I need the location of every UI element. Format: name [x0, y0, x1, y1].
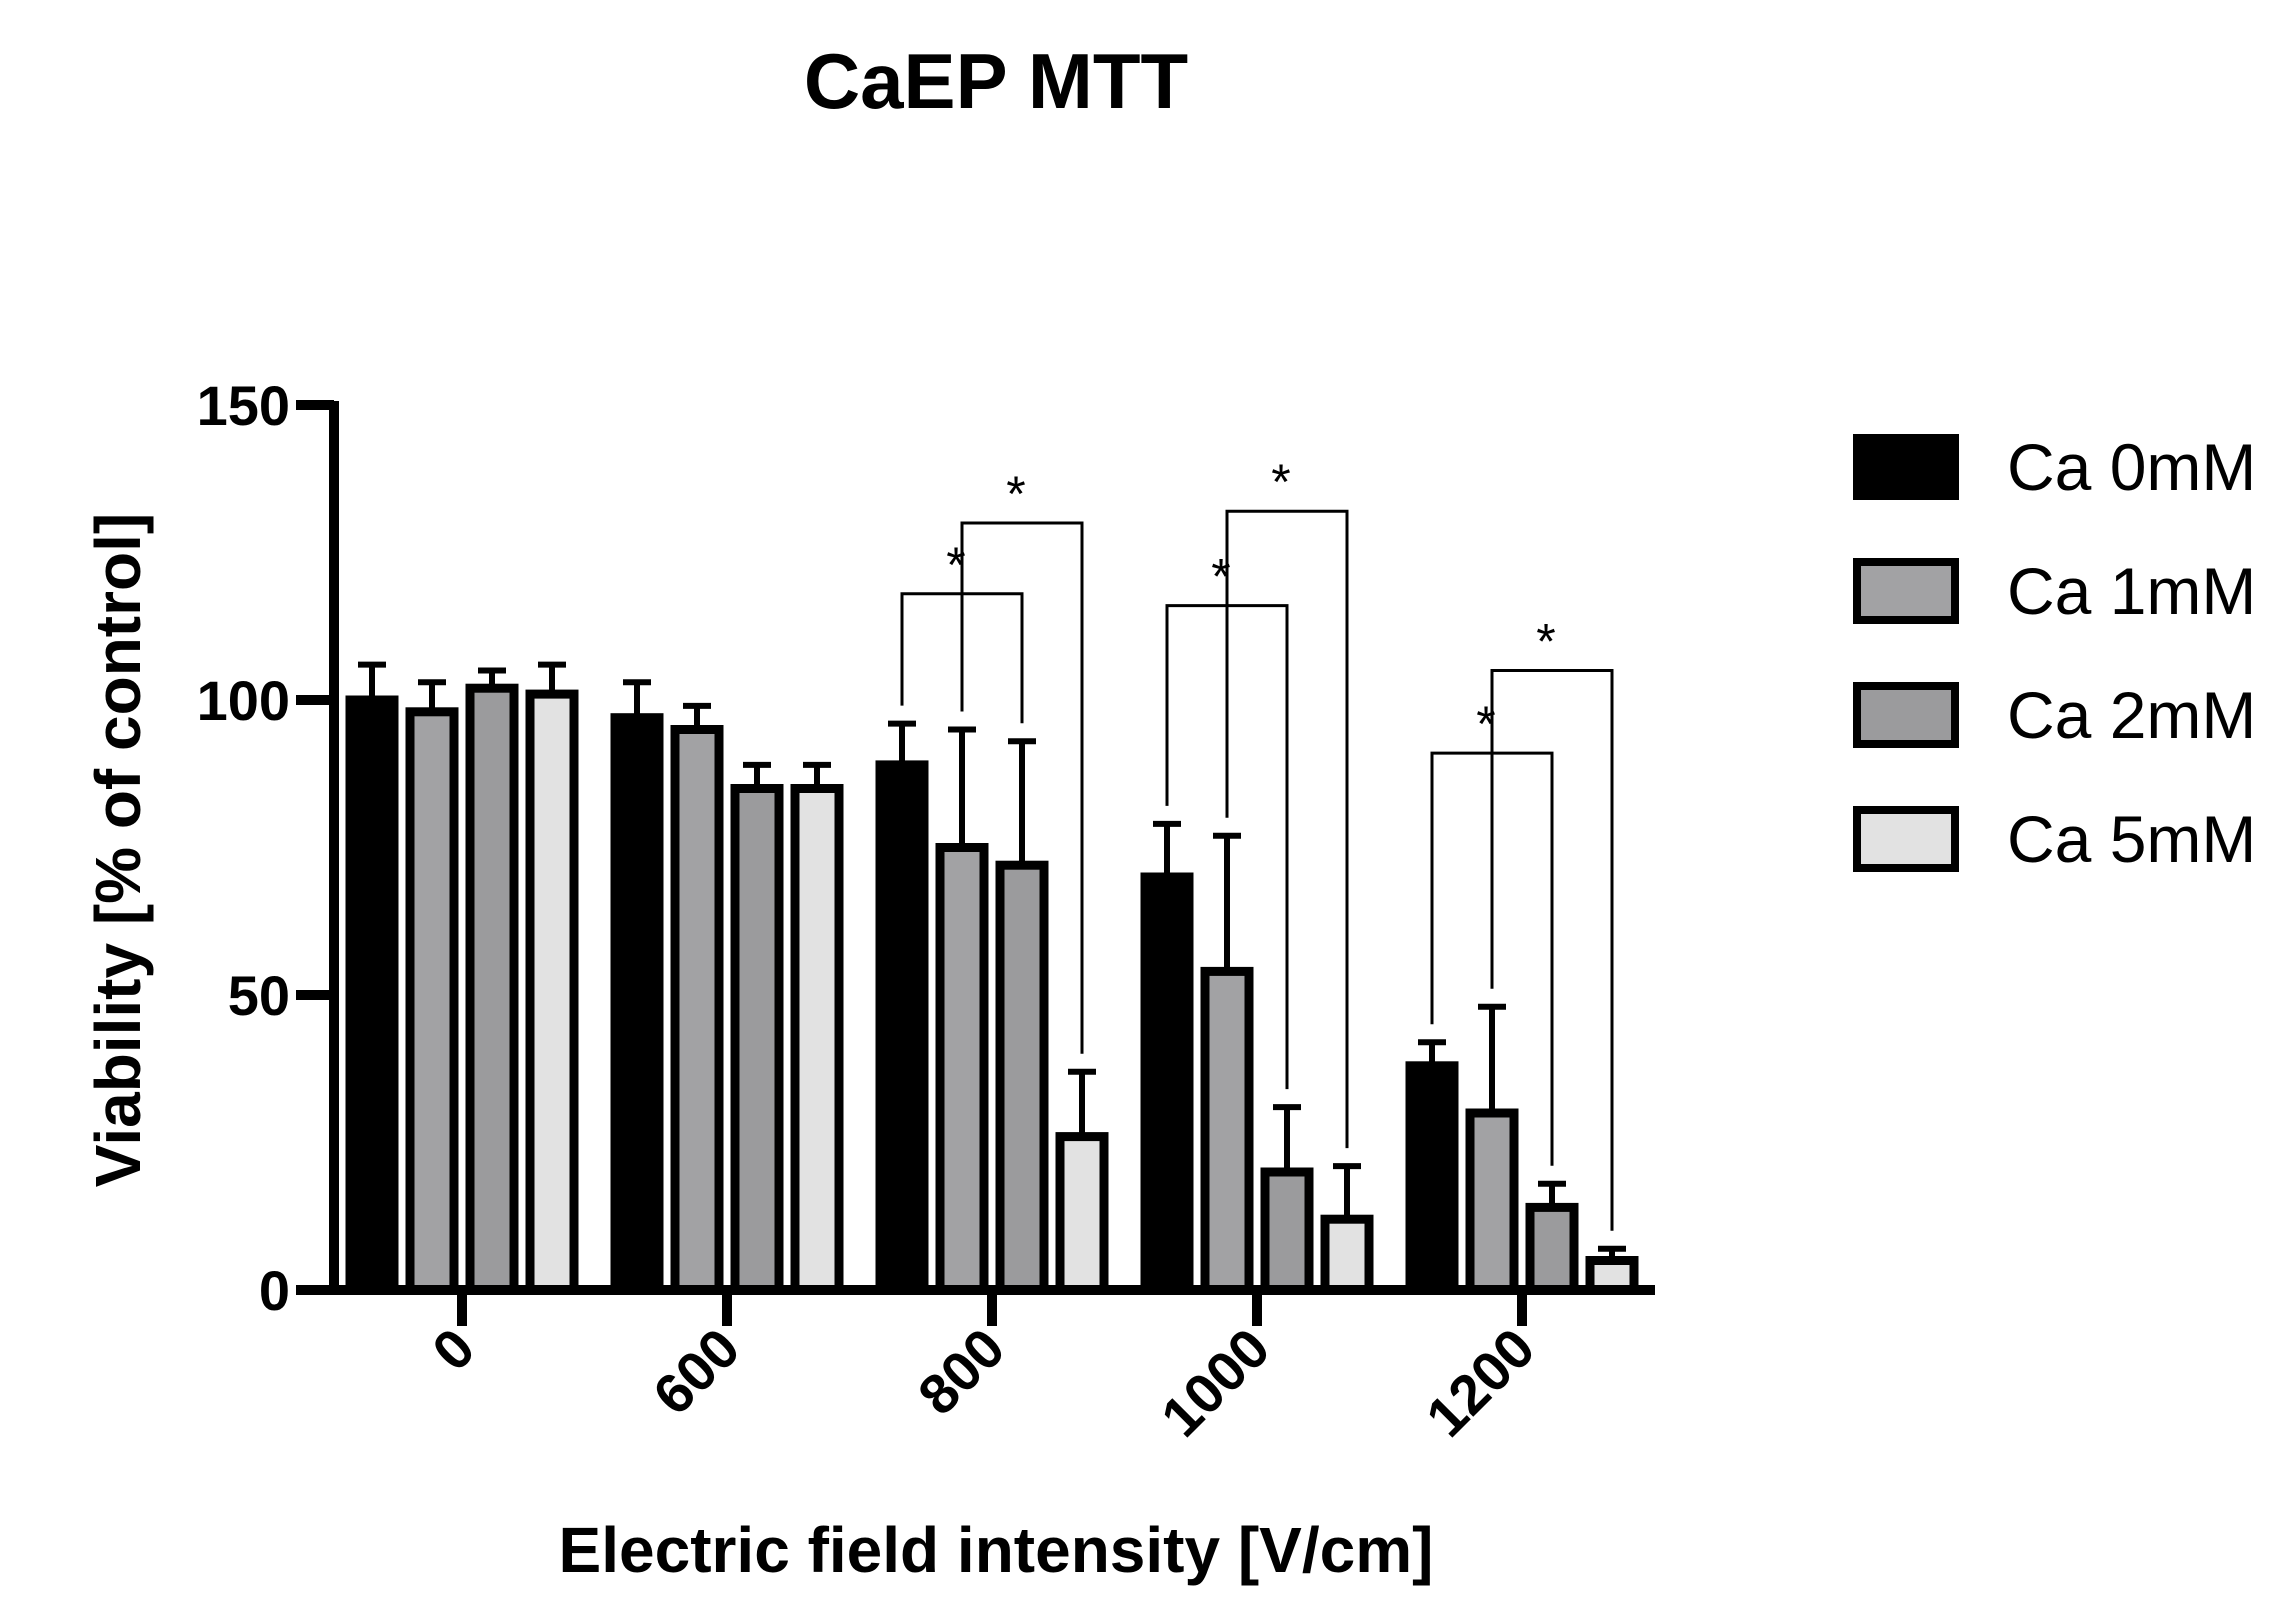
- bar-ca-2mm-600: [730, 784, 784, 1295]
- significance-star-1: *: [1006, 466, 1025, 522]
- x-tick-label-800: 800: [906, 1316, 1017, 1427]
- legend-swatch-ca-5mm: [1853, 806, 1959, 872]
- y-tick-label-100: 100: [197, 669, 290, 732]
- bar-ca-1mm-600: [670, 725, 724, 1295]
- bar-ca-1mm-800: [935, 843, 989, 1295]
- bar-ca-1mm-1200: [1465, 1108, 1519, 1295]
- bar-ca-5mm-600: [790, 784, 844, 1295]
- y-tick-label-150: 150: [197, 374, 290, 437]
- legend-label-ca-5mm: Ca 5mM: [2007, 802, 2256, 876]
- significance-bracket-1: [960, 521, 1084, 1054]
- chart-title: CaEP MTT: [804, 37, 1188, 125]
- bar-ca-0mm-800: [875, 760, 929, 1295]
- bar-ca-2mm-0: [465, 683, 519, 1295]
- bar-ca-0mm-0: [345, 695, 399, 1295]
- x-tick-label-0: 0: [420, 1316, 487, 1383]
- significance-bracket-5: [1490, 669, 1614, 1231]
- legend-swatch-ca-1mm: [1853, 558, 1959, 624]
- significance-bracket-3: [1225, 509, 1349, 1149]
- significance-star-3: *: [1271, 454, 1290, 510]
- x-tick-label-1000: 1000: [1149, 1316, 1282, 1449]
- bar-ca-1mm-1000: [1200, 966, 1254, 1295]
- bar-ca-0mm-1000: [1140, 872, 1194, 1295]
- bar-ca-5mm-0: [525, 689, 579, 1295]
- significance-star-5: *: [1536, 614, 1555, 670]
- bar-ca-2mm-1200: [1525, 1202, 1579, 1295]
- legend: Ca 0mM Ca 1mM Ca 2mM Ca 5mM: [1853, 430, 2256, 876]
- x-tick-label-1200: 1200: [1414, 1316, 1547, 1449]
- legend-label-ca-1mm: Ca 1mM: [2007, 554, 2256, 628]
- y-axis-label: Viability [% of control]: [82, 513, 154, 1187]
- x-axis-label: Electric field intensity [V/cm]: [559, 1514, 1434, 1586]
- bar-ca-0mm-1200: [1405, 1061, 1459, 1295]
- legend-label-ca-0mm: Ca 0mM: [2007, 430, 2256, 504]
- y-tick-label-0: 0: [259, 1259, 290, 1322]
- bar-ca-0mm-600: [610, 713, 664, 1295]
- bar-ca-5mm-1000: [1320, 1214, 1374, 1295]
- y-tick-label-50: 50: [228, 964, 290, 1027]
- bar-ca-5mm-800: [1055, 1132, 1109, 1295]
- bar-ca-2mm-800: [995, 860, 1049, 1295]
- bar-ca-1mm-0: [405, 707, 459, 1295]
- legend-swatch-ca-0mm: [1853, 434, 1959, 500]
- x-tick-label-600: 600: [641, 1316, 752, 1427]
- legend-swatch-ca-2mm: [1853, 682, 1959, 748]
- legend-label-ca-2mm: Ca 2mM: [2007, 678, 2256, 752]
- bar-ca-2mm-1000: [1260, 1167, 1314, 1295]
